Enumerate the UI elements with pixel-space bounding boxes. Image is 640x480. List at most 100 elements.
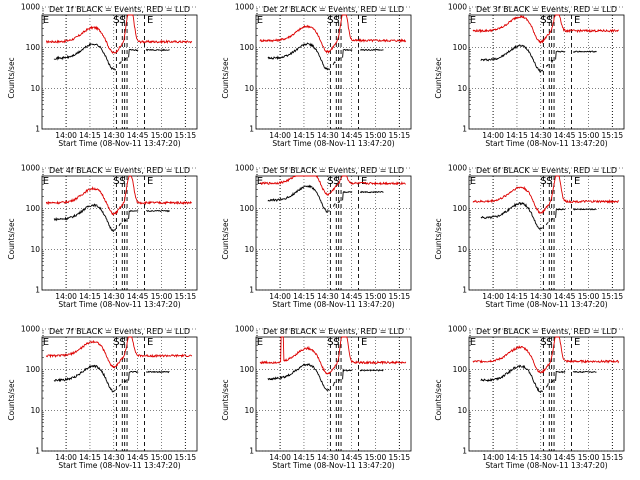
interval-marker-label: S: [113, 15, 119, 26]
plot-frame: [468, 175, 625, 291]
panel-7: Det 7f BLACK = Events, RED = LLD 1 10 100 10…: [7, 325, 198, 470]
y-tick-label: 100: [453, 365, 468, 374]
interval-marker-label: E: [574, 176, 580, 187]
interval-marker-label: E: [43, 15, 49, 26]
events-series-line: [480, 201, 543, 231]
panel-title: Det 4f BLACK = Events, RED = LLD: [49, 166, 190, 175]
interval-marker-label: S: [540, 15, 546, 26]
x-axis-label: Start Time (08-Nov-11 13:47:20): [58, 461, 180, 470]
x-tick-label: 14:00: [482, 453, 504, 462]
events-series-line: [359, 369, 384, 372]
y-axis-label: Counts/sec: [434, 57, 443, 98]
interval-marker-label: E: [257, 337, 263, 348]
y-axis-label: Counts/sec: [434, 218, 443, 259]
events-series-line: [118, 61, 122, 64]
plot-frame: [41, 14, 198, 130]
y-tick-label: 10: [244, 84, 254, 93]
interval-marker-label: S: [327, 337, 333, 348]
panel-6: Det 6f BLACK = Events, RED = LLD 1 10 100 10…: [434, 164, 625, 309]
x-tick-label: 14:15: [79, 453, 101, 462]
interval-marker-label: E: [257, 15, 263, 26]
events-series-line: [267, 184, 330, 213]
y-tick-label: 100: [240, 365, 255, 374]
y-tick-label: 1: [35, 447, 40, 456]
panel-8: Det 8f BLACK = Events, RED = LLD 1 10 100 10…: [221, 325, 412, 470]
x-tick-label: 14:00: [482, 131, 504, 140]
y-axis-label: Counts/sec: [221, 218, 230, 259]
events-series-line: [360, 190, 384, 194]
events-series-line: [123, 218, 127, 223]
x-tick-label: 15:15: [602, 131, 624, 140]
lld-series-line: [472, 175, 620, 215]
events-series-line: [123, 57, 127, 62]
panel-title: Det 8f BLACK = Events, RED = LLD: [263, 327, 404, 336]
y-tick-label: 1: [35, 286, 40, 295]
y-tick-label: 1000: [235, 325, 254, 334]
lld-series-line: [472, 336, 620, 374]
interval-marker-label: S: [546, 337, 552, 348]
panel-title: Det 9f BLACK = Events, RED = LLD: [476, 327, 617, 336]
interval-marker-label: E: [147, 337, 153, 348]
x-tick-label: 14:45: [127, 453, 149, 462]
events-series-line: [555, 208, 566, 218]
events-series-line: [128, 371, 139, 381]
y-tick-label: 1000: [448, 325, 467, 334]
x-tick-label: 14:15: [79, 292, 101, 301]
events-series-line: [118, 222, 122, 227]
x-tick-label: 15:15: [389, 131, 411, 140]
interval-marker-label: E: [470, 176, 476, 187]
panel-2: Det 2f BLACK = Events, RED = LLD 1 10 100 10…: [221, 3, 412, 148]
y-axis-label: Counts/sec: [434, 379, 443, 420]
y-tick-label: 1000: [235, 3, 254, 12]
events-series-line: [555, 370, 566, 382]
x-tick-label: 15:15: [389, 292, 411, 301]
y-tick-label: 100: [26, 365, 41, 374]
interval-marker-label: S: [119, 337, 125, 348]
x-tick-label: 14:30: [103, 292, 125, 301]
events-series-line: [146, 209, 170, 213]
plot-frame: [255, 336, 412, 452]
x-tick-label: 15:00: [578, 453, 600, 462]
x-tick-label: 14:45: [127, 292, 149, 301]
y-tick-label: 10: [457, 406, 467, 415]
x-tick-label: 14:15: [79, 131, 101, 140]
y-tick-label: 1000: [235, 164, 254, 173]
x-axis-label: Start Time (08-Nov-11 13:47:20): [485, 461, 607, 470]
y-axis-label: Counts/sec: [7, 379, 16, 420]
events-series-line: [572, 208, 597, 211]
x-tick-label: 14:00: [269, 292, 291, 301]
y-tick-label: 1: [35, 125, 40, 134]
events-series-line: [342, 191, 353, 201]
y-tick-label: 10: [244, 406, 254, 415]
interval-marker-label: E: [147, 176, 153, 187]
lld-series-line: [45, 175, 192, 216]
x-tick-label: 14:00: [55, 131, 77, 140]
events-series-line: [337, 200, 341, 204]
y-tick-label: 1000: [21, 3, 40, 12]
interval-marker-label: S: [113, 176, 119, 187]
x-tick-label: 15:00: [151, 292, 173, 301]
interval-marker-label: E: [43, 176, 49, 187]
events-series-line: [342, 48, 353, 58]
x-tick-label: 14:45: [341, 292, 363, 301]
interval-marker-label: E: [470, 15, 476, 26]
interval-marker-label: S: [327, 176, 333, 187]
events-series-line: [342, 368, 353, 380]
x-axis-label: Start Time (08-Nov-11 13:47:20): [485, 300, 607, 309]
events-series-line: [123, 379, 127, 384]
y-tick-label: 100: [240, 43, 255, 52]
panel-title: Det 1f BLACK = Events, RED = LLD: [49, 5, 190, 14]
y-tick-label: 1: [462, 125, 467, 134]
interval-marker-label: E: [147, 15, 153, 26]
interval-marker-label: E: [361, 176, 367, 187]
lld-series-line: [259, 14, 407, 54]
x-tick-label: 15:00: [578, 292, 600, 301]
interval-marker-label: E: [43, 337, 49, 348]
events-series-line: [545, 63, 549, 67]
y-axis-label: Counts/sec: [221, 57, 230, 98]
panel-9: Det 9f BLACK = Events, RED = LLD 1 10 100 10…: [434, 325, 625, 470]
y-axis-label: Counts/sec: [7, 57, 16, 98]
panel-title: Det 2f BLACK = Events, RED = LLD: [263, 5, 404, 14]
x-tick-label: 14:30: [530, 292, 552, 301]
events-series-line: [53, 42, 117, 71]
